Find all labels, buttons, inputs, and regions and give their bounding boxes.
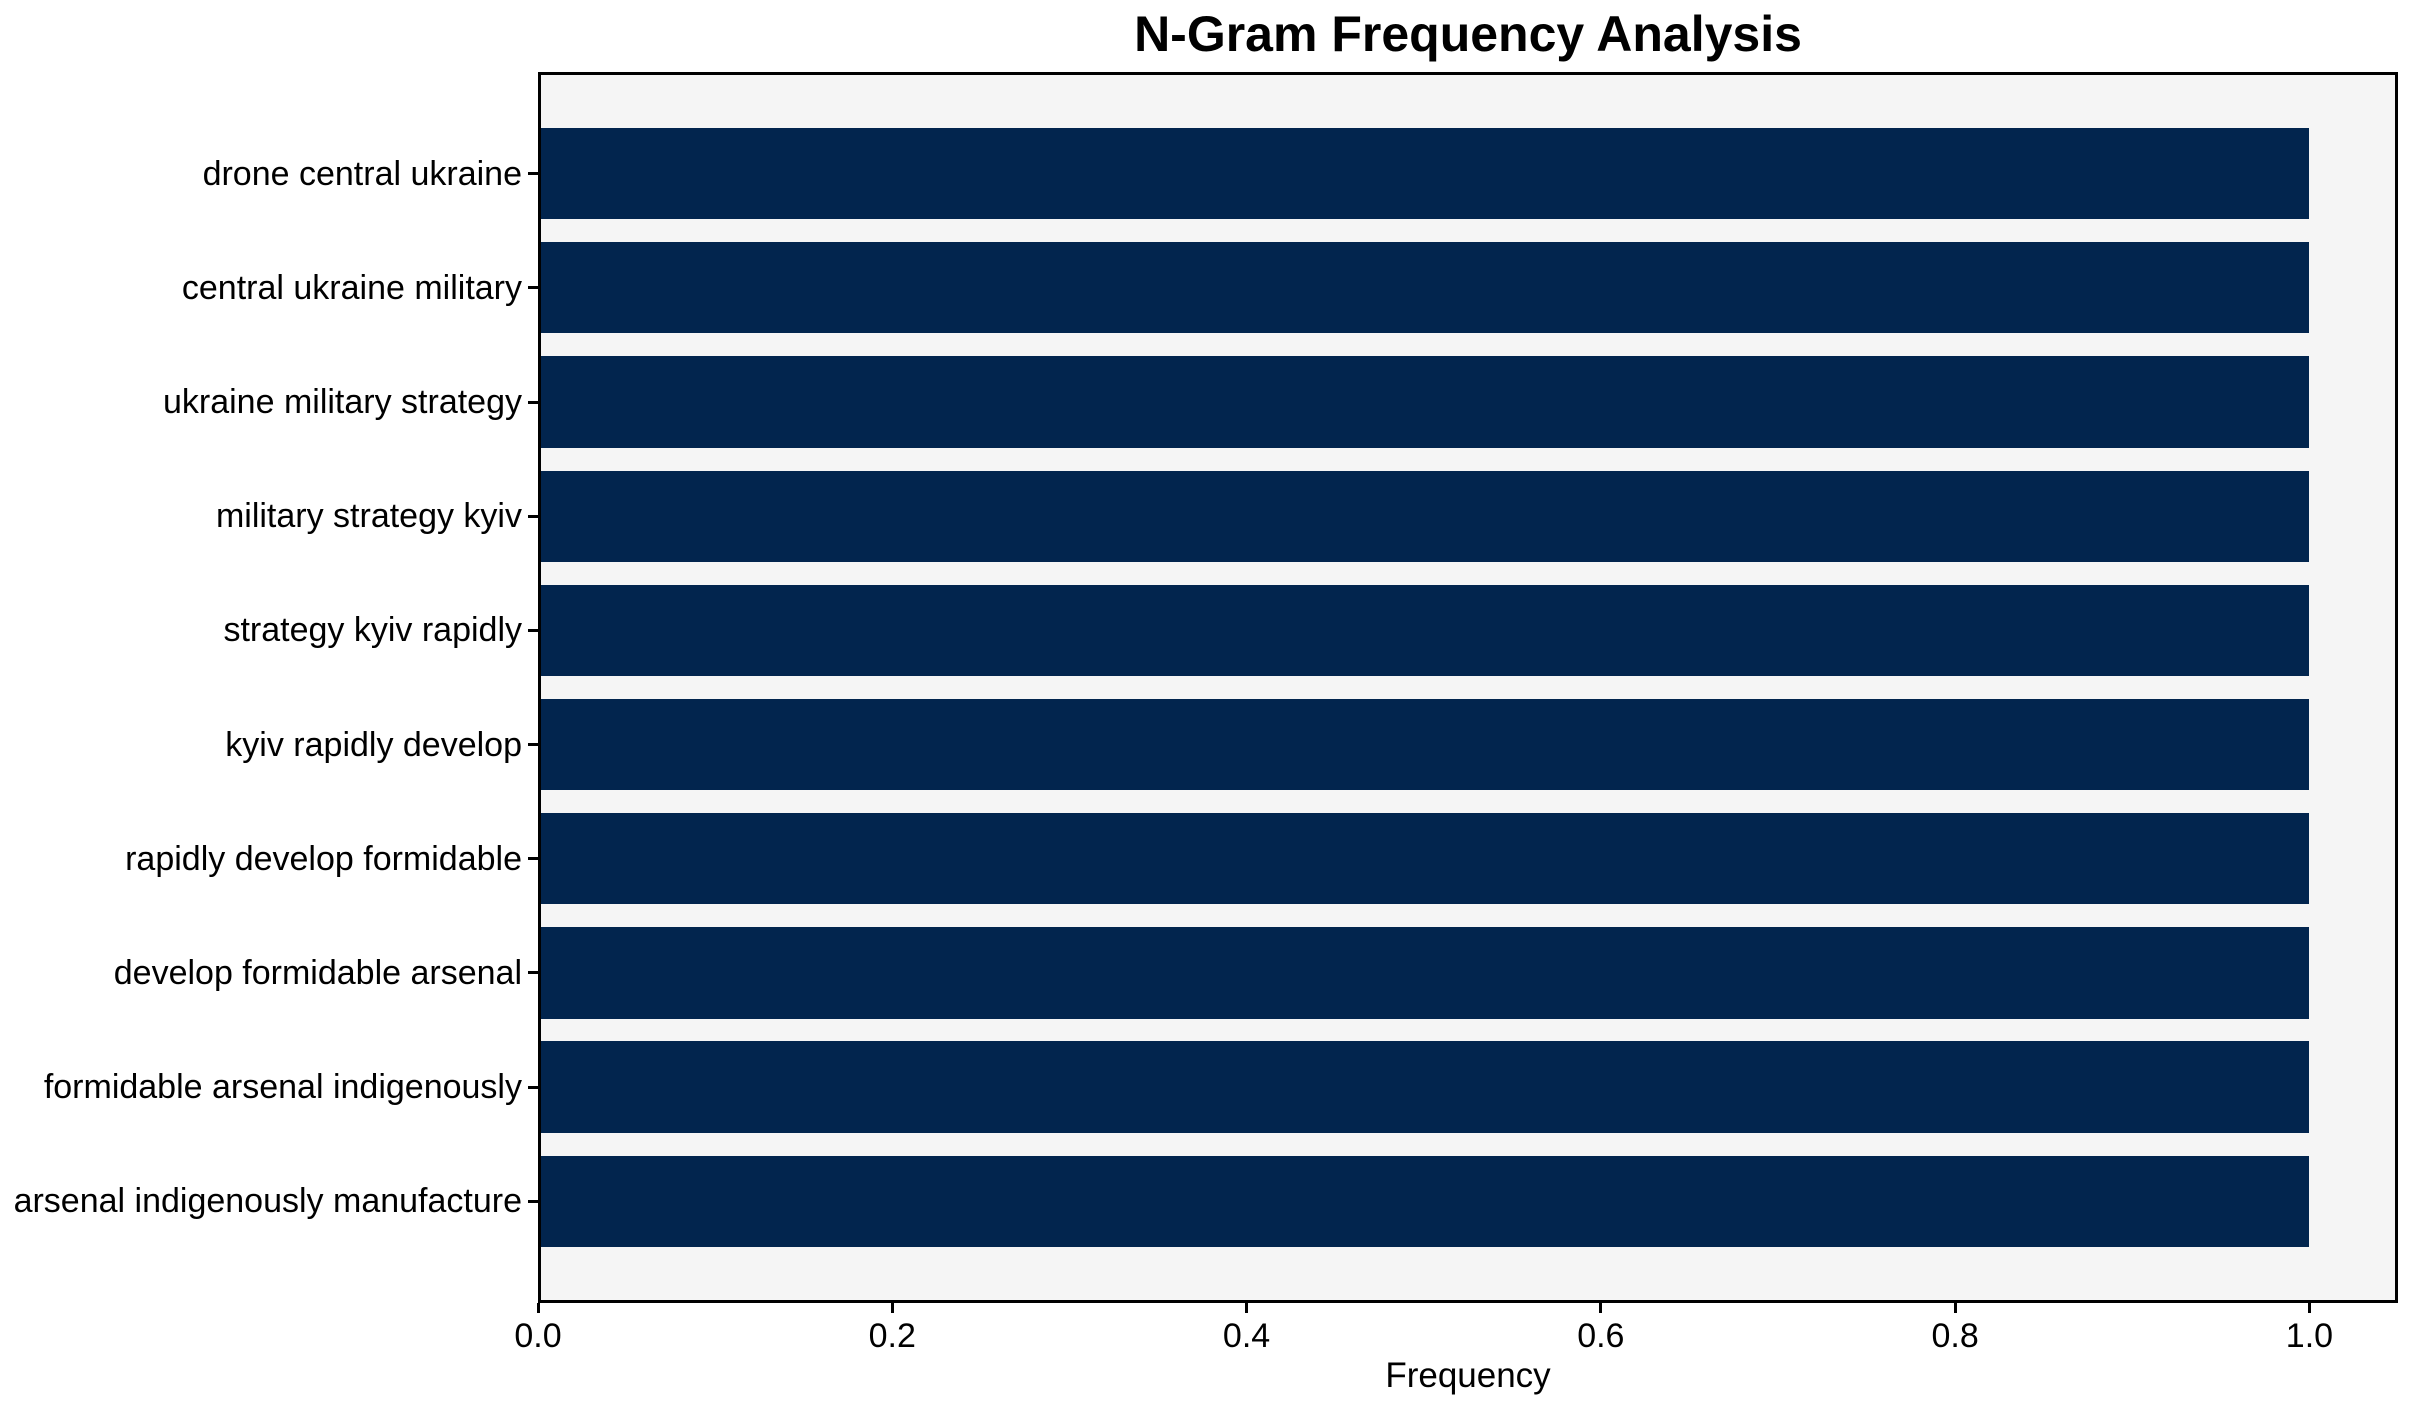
y-tick-mark (528, 286, 538, 290)
y-tick-label: arsenal indigenously manufacture (13, 1182, 522, 1221)
bar-3 (538, 356, 2310, 448)
y-tick-label: kyiv rapidly develop (225, 725, 522, 764)
x-tick-mark (890, 1303, 894, 1313)
bar-7 (538, 813, 2310, 905)
bar-5 (538, 584, 2310, 677)
y-tick-mark (528, 514, 538, 518)
y-tick-label: develop formidable arsenal (113, 953, 522, 992)
bar-8 (538, 927, 2310, 1019)
x-tick-label: 0.0 (514, 1317, 562, 1355)
y-tick-label: ukraine military strategy (162, 383, 522, 422)
y-tick-mark (528, 857, 538, 861)
x-tick-mark (1599, 1303, 1603, 1313)
y-tick-label: central ukraine military (181, 268, 522, 307)
y-tick-mark (528, 400, 538, 404)
x-tick-label: 0.8 (1931, 1317, 1979, 1355)
bar-9 (538, 1041, 2310, 1133)
x-tick-label: 1.0 (2285, 1317, 2334, 1355)
y-tick-label: strategy kyiv rapidly (223, 611, 522, 650)
bar-1 (538, 127, 2310, 220)
y-tick-label: formidable arsenal indigenously (43, 1068, 522, 1107)
x-axis-label: Frequency (1385, 1356, 1551, 1395)
x-tick-mark (2307, 1303, 2311, 1313)
x-tick-label: 0.2 (868, 1317, 916, 1355)
x-tick-mark (536, 1303, 540, 1313)
y-tick-label: military strategy kyiv (215, 497, 522, 536)
bar-10 (538, 1155, 2310, 1248)
bar-4 (538, 470, 2310, 562)
y-tick-mark (528, 1085, 538, 1089)
x-tick-mark (1245, 1303, 1249, 1313)
x-tick-label: 0.4 (1222, 1317, 1271, 1355)
bars-layer (538, 72, 2398, 1303)
y-tick-mark (528, 172, 538, 176)
chart-title: N-Gram Frequency Analysis (1134, 6, 1802, 62)
y-tick-label: rapidly develop formidable (125, 839, 522, 878)
y-tick-label: drone central ukraine (202, 154, 522, 193)
x-tick-label: 0.6 (1577, 1317, 1625, 1355)
y-tick-mark (528, 971, 538, 975)
y-tick-mark (528, 743, 538, 747)
x-tick-mark (1953, 1303, 1957, 1313)
bar-6 (538, 698, 2310, 791)
y-tick-mark (528, 1199, 538, 1203)
y-tick-mark (528, 628, 538, 632)
bar-2 (538, 242, 2310, 334)
